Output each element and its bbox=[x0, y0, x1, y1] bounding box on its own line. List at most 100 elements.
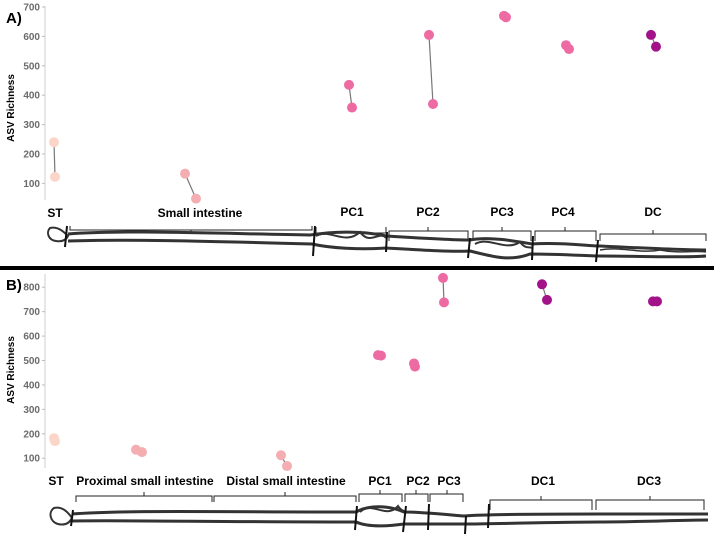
y-tick-label: 500 bbox=[23, 61, 40, 72]
a-point-1-a bbox=[180, 168, 190, 179]
b-bracket-dc3 bbox=[595, 496, 705, 510]
a-stomach-shape bbox=[47, 226, 70, 243]
b-segment-label-dc1: DC1 bbox=[531, 474, 555, 488]
a-proximal-colon-folds bbox=[315, 230, 387, 239]
b-segment-label-dc3: DC3 bbox=[637, 474, 661, 488]
y-tick-label: 800 bbox=[23, 283, 40, 294]
b-point-0-b bbox=[50, 436, 60, 447]
panel-b-gut-drawing bbox=[49, 503, 709, 535]
a-segment-label-dc: DC bbox=[644, 205, 662, 219]
b-bracket-proximal-si bbox=[75, 492, 213, 502]
b-point-5-a bbox=[438, 272, 448, 283]
a-divider-si bbox=[312, 225, 316, 257]
y-tick-label: 300 bbox=[23, 120, 40, 131]
b-point-2-a bbox=[276, 450, 286, 461]
y-tick-label: 400 bbox=[23, 91, 40, 102]
b-segment-label-pc3: PC3 bbox=[437, 474, 461, 488]
b-proximal-colon-folds bbox=[359, 504, 406, 513]
a-bracket-pc3 bbox=[472, 227, 532, 241]
y-tick-label: 700 bbox=[23, 307, 40, 318]
a-divider-pc2 bbox=[467, 237, 471, 259]
a-point-3-b bbox=[428, 99, 438, 109]
b-segment-label-pc2: PC2 bbox=[406, 474, 430, 488]
b-segment-label-proximal-si: Proximal small intestine bbox=[76, 474, 214, 488]
a-divider-pc4 bbox=[595, 239, 599, 263]
a-gut-lower-wall bbox=[67, 238, 707, 260]
b-divider-pc2 bbox=[427, 503, 430, 531]
a-point-1-b bbox=[191, 193, 201, 204]
a-point-6-b bbox=[651, 41, 661, 52]
y-tick-label: 200 bbox=[23, 149, 40, 160]
b-segment-label-distal-si: Distal small intestine bbox=[226, 474, 346, 488]
y-tick-label: 300 bbox=[23, 405, 40, 416]
b-point-1-b bbox=[137, 447, 147, 458]
panel-a-segment-labels: ST Small intestine PC1 PC2 PC3 PC4 DC bbox=[47, 205, 662, 220]
b-bracket-distal-si bbox=[213, 492, 357, 502]
b-point-5-b bbox=[439, 297, 449, 308]
b-bracket-pc3 bbox=[429, 490, 464, 502]
a-segment-label-small-intestine: Small intestine bbox=[158, 206, 243, 220]
b-gut-upper-wall bbox=[71, 505, 708, 518]
panel-b-y-axis-label: ASV Richness bbox=[6, 336, 17, 404]
a-distal-colon-inner bbox=[599, 248, 707, 253]
b-divider-si bbox=[354, 505, 358, 531]
a-segment-label-pc3: PC3 bbox=[490, 205, 514, 219]
b-point-6-a bbox=[537, 279, 547, 290]
panel-a: A) ASV Richness 100 200 300 400 500 600 700 ST… bbox=[6, 3, 707, 263]
panel-a-y-axis-label: ASV Richness bbox=[6, 74, 17, 142]
b-gut-lower-wall bbox=[71, 518, 709, 528]
b-bracket-pc2 bbox=[404, 490, 429, 502]
panel-a-y-ticks: 100 200 300 400 500 600 700 bbox=[23, 3, 45, 190]
b-divider-pc1 bbox=[402, 505, 407, 533]
y-tick-label: 100 bbox=[23, 454, 40, 465]
panel-a-gut-drawing bbox=[47, 225, 707, 263]
b-point-7-b bbox=[652, 296, 662, 307]
a-point-6-a bbox=[646, 29, 656, 40]
b-divider-st bbox=[70, 509, 74, 527]
a-connector-0 bbox=[53, 142, 56, 177]
a-point-4-b bbox=[501, 12, 511, 23]
y-tick-label: 200 bbox=[23, 429, 40, 440]
y-tick-label: 400 bbox=[23, 380, 40, 391]
a-segment-label-pc2: PC2 bbox=[416, 205, 440, 219]
b-point-3-b bbox=[376, 350, 386, 361]
a-point-0-b bbox=[50, 171, 60, 182]
a-point-5-b bbox=[564, 44, 574, 55]
a-segment-label-pc4: PC4 bbox=[551, 205, 575, 219]
panel-b: B) ASV Richness 100 200 300 400 500 600 700 800… bbox=[6, 272, 709, 535]
y-tick-label: 600 bbox=[23, 32, 40, 43]
a-connector-3 bbox=[428, 34, 434, 105]
b-bracket-dc1 bbox=[489, 496, 593, 510]
a-pc3-folds bbox=[474, 240, 533, 249]
a-divider-pc3 bbox=[531, 235, 534, 261]
a-point-2-b bbox=[347, 102, 357, 113]
b-segment-label-st: ST bbox=[48, 474, 64, 488]
y-tick-label: 600 bbox=[23, 332, 40, 343]
a-divider-st bbox=[64, 225, 68, 248]
panel-b-label: B) bbox=[6, 277, 22, 294]
b-point-6-b bbox=[542, 294, 552, 305]
b-bracket-pc1 bbox=[358, 490, 403, 502]
a-gut-upper-wall bbox=[67, 230, 707, 252]
a-segment-label-pc1: PC1 bbox=[340, 205, 364, 219]
panel-b-segment-brackets bbox=[75, 490, 705, 510]
a-divider-pc1 bbox=[385, 231, 388, 253]
a-point-0-a bbox=[49, 137, 59, 148]
y-tick-label: 700 bbox=[23, 3, 40, 14]
a-point-3-a bbox=[424, 29, 434, 40]
panel-a-marks bbox=[49, 10, 661, 204]
panel-b-marks bbox=[49, 272, 662, 472]
a-segment-label-st: ST bbox=[47, 206, 63, 220]
b-point-4-b bbox=[410, 361, 420, 372]
b-divider-dc bbox=[487, 503, 490, 529]
panel-a-label: A) bbox=[6, 10, 22, 27]
b-segment-label-pc1: PC1 bbox=[368, 474, 392, 488]
b-point-2-b bbox=[282, 461, 292, 472]
b-divider-pc3 bbox=[464, 515, 467, 535]
a-point-2-a bbox=[344, 79, 354, 90]
panel-b-segment-labels: ST Proximal small intestine Distal small… bbox=[48, 474, 661, 488]
a-bracket-dc bbox=[599, 230, 707, 241]
a-bracket-pc4 bbox=[534, 227, 597, 241]
y-tick-label: 500 bbox=[23, 356, 40, 367]
